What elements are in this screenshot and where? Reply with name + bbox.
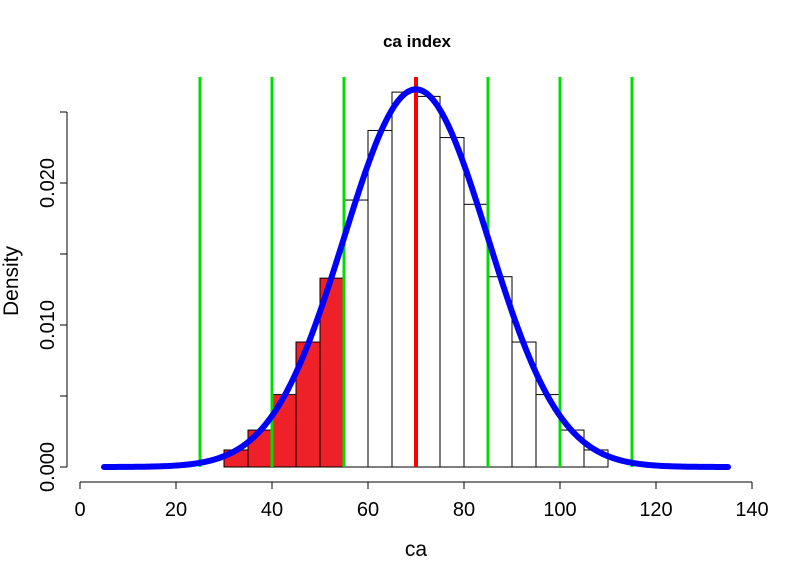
- x-tick-label: 40: [261, 499, 283, 521]
- x-tick-label: 140: [735, 499, 768, 521]
- histogram-bar: [415, 95, 441, 468]
- y-axis: 0.000 0.010 0.020: [37, 111, 68, 492]
- histogram-bar: [319, 277, 345, 468]
- x-tick-label: 80: [453, 499, 475, 521]
- x-tick-label: 20: [165, 499, 187, 521]
- histogram-bar: [343, 199, 369, 468]
- histogram-bars: [223, 91, 609, 468]
- chart-title: ca index: [383, 32, 452, 51]
- x-tick-label: 0: [74, 499, 85, 521]
- x-axis-title: ca: [405, 538, 428, 561]
- y-tick-label: 0.010: [37, 300, 59, 350]
- y-tick-label: 0.000: [37, 442, 59, 492]
- histogram-bar: [439, 137, 465, 468]
- histogram-bar: [391, 91, 417, 468]
- normal-density-curve: [101, 86, 731, 470]
- reference-lines: [198, 77, 634, 467]
- x-tick-label: 100: [543, 499, 576, 521]
- histogram-bar: [367, 129, 393, 468]
- histogram-bar: [463, 203, 489, 468]
- x-tick-label: 60: [357, 499, 379, 521]
- x-axis: 0 20 40 60 80 100 120 140: [74, 481, 769, 521]
- y-tick-label: 0.020: [37, 158, 59, 208]
- x-tick-label: 120: [639, 499, 672, 521]
- y-axis-title: Density: [0, 245, 23, 316]
